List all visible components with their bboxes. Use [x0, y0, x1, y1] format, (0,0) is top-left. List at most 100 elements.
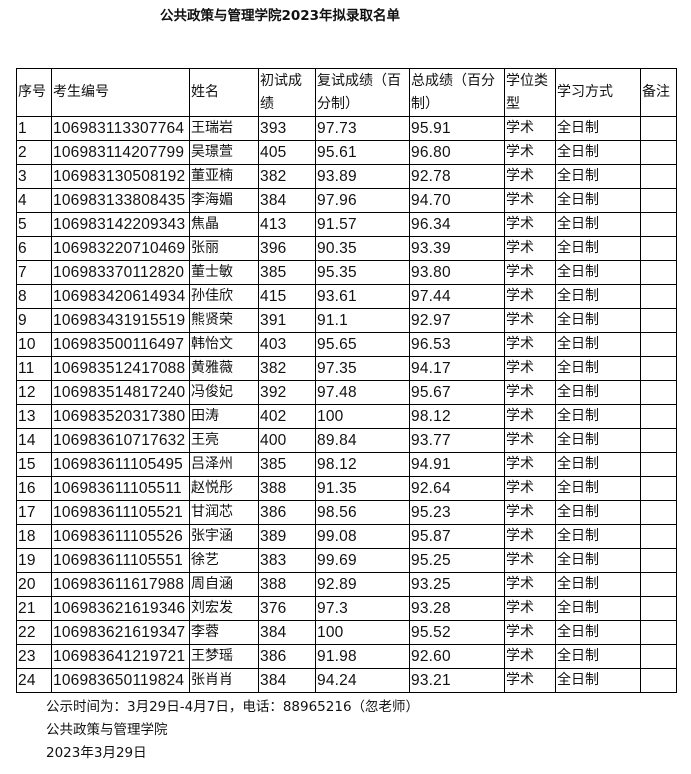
table-cell: 92.97: [409, 308, 505, 333]
table-cell: 全日制: [555, 572, 641, 597]
table-cell: 106983142209343: [51, 212, 190, 237]
table-cell: 徐艺: [189, 548, 259, 573]
table-cell: 92.89: [315, 572, 410, 597]
table-cell: 12: [16, 380, 52, 405]
table-cell: 415: [258, 284, 316, 309]
table-cell: 92.78: [409, 164, 505, 189]
table-cell: 王亮: [189, 428, 259, 453]
table-cell: 94.91: [409, 452, 505, 477]
table-cell: 熊贤荣: [189, 308, 259, 333]
table-cell: 376: [258, 596, 316, 621]
table-cell: 全日制: [555, 164, 641, 189]
table-cell: 学术: [504, 188, 556, 213]
table-cell: 95.35: [315, 260, 410, 285]
table-cell: 95.65: [315, 332, 410, 357]
table-cell: 24: [16, 668, 52, 693]
table-cell: 92.60: [409, 644, 505, 669]
table-cell: 388: [258, 572, 316, 597]
table-row: 9 106983431915519 熊贤荣 391 91.1 92.97 学术 全日制: [16, 308, 677, 333]
table-cell: 17: [16, 500, 52, 525]
table-cell: 106983512417088: [51, 356, 190, 381]
table-cell: 100: [315, 404, 410, 429]
table-cell: 93.25: [409, 572, 505, 597]
table-cell: 23: [16, 644, 52, 669]
notice-text: 公示时间为：3月29日-4月7日，电话：88965216（忽老师）: [46, 699, 420, 715]
table-row: 18 106983611105526 张宇涵 389 99.08 95.87 学术 全日制: [16, 524, 677, 549]
table-cell: 张宇涵: [189, 524, 259, 549]
table-cell: 106983650119824: [51, 668, 190, 693]
table-cell: 全日制: [555, 404, 641, 429]
table-cell: [640, 524, 677, 549]
publish-date: 2023年3月29日: [46, 745, 147, 761]
table-cell: 93.28: [409, 596, 505, 621]
table-cell: 全日制: [555, 212, 641, 237]
table-cell: 全日制: [555, 452, 641, 477]
table-cell: 106983133808435: [51, 188, 190, 213]
column-header: 备注: [640, 68, 677, 117]
table-cell: 95.23: [409, 500, 505, 525]
table-cell: 93.89: [315, 164, 410, 189]
table-cell: [640, 620, 677, 645]
table-row: 11 106983512417088 黄雅薇 382 97.35 94.17 学术 全日制: [16, 356, 677, 381]
table-cell: 16: [16, 476, 52, 501]
table-row: 15 106983611105495 吕泽州 385 98.12 94.91 学术 全日制: [16, 452, 677, 477]
table-cell: 全日制: [555, 236, 641, 261]
table-cell: 学术: [504, 164, 556, 189]
table-cell: 385: [258, 260, 316, 285]
admission-table: 序号 考生编号 姓名 初试成绩 复试成绩（百分制） 总成绩（百分制） 学位类型 学习方式 备注 …: [16, 68, 677, 693]
table-row: 3 106983130508192 董亚楠 382 93.89 92.78 学术 全日制: [16, 164, 677, 189]
table-cell: 94.24: [315, 668, 410, 693]
table-cell: 15: [16, 452, 52, 477]
table-cell: 全日制: [555, 356, 641, 381]
table-cell: 全日制: [555, 596, 641, 621]
table-cell: 106983611105526: [51, 524, 190, 549]
table-cell: [640, 260, 677, 285]
table-cell: [640, 404, 677, 429]
table-cell: 7: [16, 260, 52, 285]
table-cell: 学术: [504, 548, 556, 573]
table-cell: 396: [258, 236, 316, 261]
table-cell: 106983621619346: [51, 596, 190, 621]
table-cell: 388: [258, 476, 316, 501]
table-cell: 106983220710469: [51, 236, 190, 261]
table-cell: 97.96: [315, 188, 410, 213]
table-cell: 384: [258, 668, 316, 693]
table-cell: 学术: [504, 404, 556, 429]
table-cell: 全日制: [555, 380, 641, 405]
table-cell: 382: [258, 164, 316, 189]
table-cell: 97.48: [315, 380, 410, 405]
table-cell: 106983114207799: [51, 140, 190, 165]
table-row: 12 106983514817240 冯俊妃 392 97.48 95.67 学术 全日制: [16, 380, 677, 405]
table-row: 19 106983611105551 徐艺 383 99.69 95.25 学术 全日制: [16, 548, 677, 573]
column-header: 复试成绩（百分制）: [315, 68, 410, 117]
column-header: 姓名: [189, 68, 259, 117]
table-cell: 386: [258, 500, 316, 525]
table-cell: 91.98: [315, 644, 410, 669]
table-cell: 384: [258, 620, 316, 645]
table-cell: 全日制: [555, 332, 641, 357]
table-cell: 106983611105511: [51, 476, 190, 501]
table-cell: 2: [16, 140, 52, 165]
table-cell: 孙佳欣: [189, 284, 259, 309]
table-row: 14 106983610717632 王亮 400 89.84 93.77 学术 全日制: [16, 428, 677, 453]
table-cell: 吴璟萱: [189, 140, 259, 165]
table-cell: 全日制: [555, 428, 641, 453]
table-cell: [640, 644, 677, 669]
table-cell: 93.77: [409, 428, 505, 453]
table-cell: 106983610717632: [51, 428, 190, 453]
table-cell: 93.61: [315, 284, 410, 309]
table-row: 4 106983133808435 李海媚 384 97.96 94.70 学术 全日制: [16, 188, 677, 213]
table-row: 13 106983520317380 田涛 402 100 98.12 学术 全日制: [16, 404, 677, 429]
table-cell: 学术: [504, 308, 556, 333]
table-cell: 全日制: [555, 116, 641, 141]
table-cell: [640, 572, 677, 597]
table-cell: 106983370112820: [51, 260, 190, 285]
table-cell: 学术: [504, 668, 556, 693]
table-cell: 90.35: [315, 236, 410, 261]
table-cell: 学术: [504, 356, 556, 381]
table-cell: [640, 668, 677, 693]
table-row: 7 106983370112820 董士敏 385 95.35 93.80 学术 全日制: [16, 260, 677, 285]
table-row: 5 106983142209343 焦晶 413 91.57 96.34 学术 全日制: [16, 212, 677, 237]
table-cell: 91.1: [315, 308, 410, 333]
table-cell: 106983420614934: [51, 284, 190, 309]
